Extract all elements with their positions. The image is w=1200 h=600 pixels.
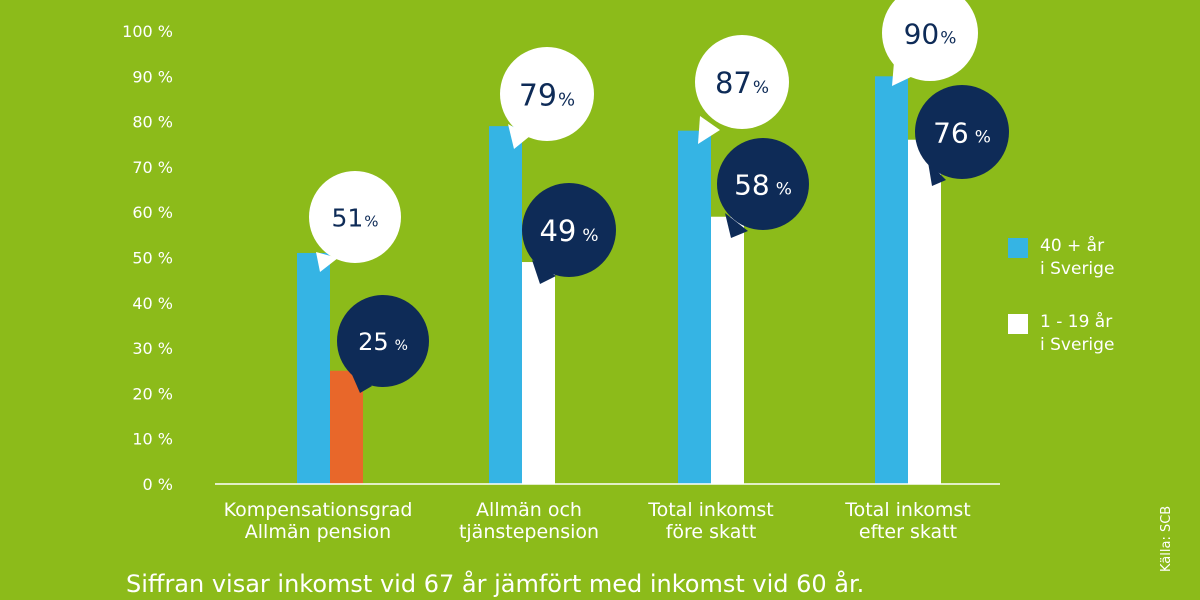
category-label: Kompensationsgrad bbox=[224, 499, 413, 521]
category-label: före skatt bbox=[666, 521, 757, 543]
bubble-circle bbox=[309, 171, 401, 263]
y-tick-label: 60 % bbox=[132, 203, 173, 222]
category-label: efter skatt bbox=[859, 521, 957, 543]
y-tick-label: 90 % bbox=[132, 67, 173, 86]
bubble-value: 25% bbox=[358, 328, 408, 356]
legend: 40 + år i Sverige 1 - 19 år i Sverige bbox=[1008, 235, 1114, 355]
y-tick-label: 30 % bbox=[132, 339, 173, 358]
category-label: Allmän pension bbox=[245, 521, 391, 543]
value-bubble: 58% bbox=[717, 138, 809, 238]
bubble-value: 87% bbox=[715, 66, 769, 100]
category-label: tjänstepension bbox=[459, 521, 599, 543]
bar bbox=[489, 126, 522, 484]
bubble-value: 90% bbox=[904, 18, 957, 51]
y-tick-label: 20 % bbox=[132, 384, 173, 403]
value-bubble: 25% bbox=[337, 295, 429, 393]
category-label: Allmän och bbox=[476, 499, 582, 521]
value-bubble: 76% bbox=[915, 85, 1009, 186]
bubble-tail bbox=[532, 260, 556, 284]
bubble-tail bbox=[698, 116, 720, 144]
bar bbox=[678, 130, 711, 484]
bar bbox=[522, 262, 555, 484]
legend-label: 1 - 19 år bbox=[1040, 311, 1112, 332]
value-bubble: 87% bbox=[695, 35, 789, 144]
legend-label: i Sverige bbox=[1040, 335, 1114, 355]
bar bbox=[875, 76, 908, 485]
y-tick-label: 10 % bbox=[132, 430, 173, 449]
value-bubble: 49% bbox=[522, 183, 616, 284]
bubble-value: 58% bbox=[734, 169, 792, 202]
y-tick-label: 50 % bbox=[132, 249, 173, 268]
bubble-circle bbox=[717, 138, 809, 230]
bubble-value: 51% bbox=[331, 204, 378, 233]
bar bbox=[297, 252, 330, 484]
bubble-value: 49% bbox=[539, 214, 598, 248]
bubble-circle bbox=[337, 295, 429, 387]
value-bubble: 79% bbox=[500, 47, 594, 149]
bar bbox=[908, 139, 941, 484]
legend-swatch bbox=[1008, 238, 1028, 258]
y-tick-label: 0 % bbox=[143, 475, 173, 494]
legend-label: i Sverige bbox=[1040, 259, 1114, 279]
bubble-tail bbox=[725, 213, 748, 238]
bubble-circle bbox=[882, 0, 978, 81]
bubble-circle bbox=[500, 47, 594, 141]
legend-label: 40 + år bbox=[1040, 235, 1104, 256]
bar bbox=[330, 370, 363, 484]
bubble-value: 76% bbox=[933, 117, 991, 150]
y-tick-label: 40 % bbox=[132, 294, 173, 313]
y-tick-label: 80 % bbox=[132, 113, 173, 132]
bar bbox=[711, 216, 744, 485]
bubble-value: 79% bbox=[519, 78, 575, 113]
bubble-circle bbox=[915, 85, 1009, 179]
bars bbox=[297, 76, 941, 485]
value-bubble: 51% bbox=[309, 171, 401, 272]
caption: Siffran visar inkomst vid 67 år jämfört … bbox=[126, 570, 865, 598]
category-label: Total inkomst bbox=[647, 499, 774, 521]
bubble-tail bbox=[508, 124, 530, 149]
value-bubble: 90% bbox=[882, 0, 978, 86]
bubble-circle bbox=[522, 183, 616, 277]
y-tick-label: 100 % bbox=[122, 22, 173, 41]
source-label: Källa: SCB bbox=[1159, 506, 1174, 572]
category-label: Total inkomst bbox=[844, 499, 971, 521]
bubble-circle bbox=[695, 35, 789, 129]
value-bubbles: 51% 79% 87% 90% 25 % 49 % 58 % 76% bbox=[309, 0, 1009, 393]
y-axis: 0 % 10 % 20 % 30 % 40 % 50 % 60 % 70 % 80 % 90 % 1… bbox=[122, 22, 173, 494]
y-tick-label: 70 % bbox=[132, 158, 173, 177]
legend-swatch bbox=[1008, 314, 1028, 334]
